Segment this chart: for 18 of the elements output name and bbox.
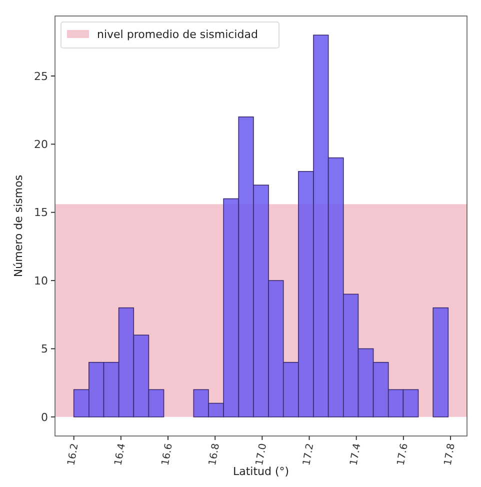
x-tick-label: 16.8 <box>207 442 222 466</box>
x-tick-label: 16.4 <box>113 442 128 466</box>
x-tick-label: 16.2 <box>66 442 81 466</box>
y-tick-label: 0 <box>41 410 48 424</box>
x-tick-label: 17.0 <box>254 442 270 466</box>
x-tick-label: 17.2 <box>302 442 316 466</box>
x-tick-label: 17.8 <box>442 442 458 466</box>
x-tick-label: 16.6 <box>160 442 175 466</box>
legend-label: nivel promedio de sismicidad <box>97 28 258 41</box>
y-tick-label: 10 <box>34 274 48 288</box>
y-tick-label: 5 <box>41 342 48 356</box>
x-tick-label: 17.4 <box>348 442 364 466</box>
y-axis-title: Número de sismos <box>12 174 25 278</box>
y-tick-label: 20 <box>34 138 48 152</box>
y-tick-label: 25 <box>34 70 48 83</box>
x-tick-label: 17.6 <box>396 442 410 466</box>
x-axis-title: Latitud (°) <box>232 465 290 478</box>
y-tick-label: 15 <box>34 206 48 220</box>
